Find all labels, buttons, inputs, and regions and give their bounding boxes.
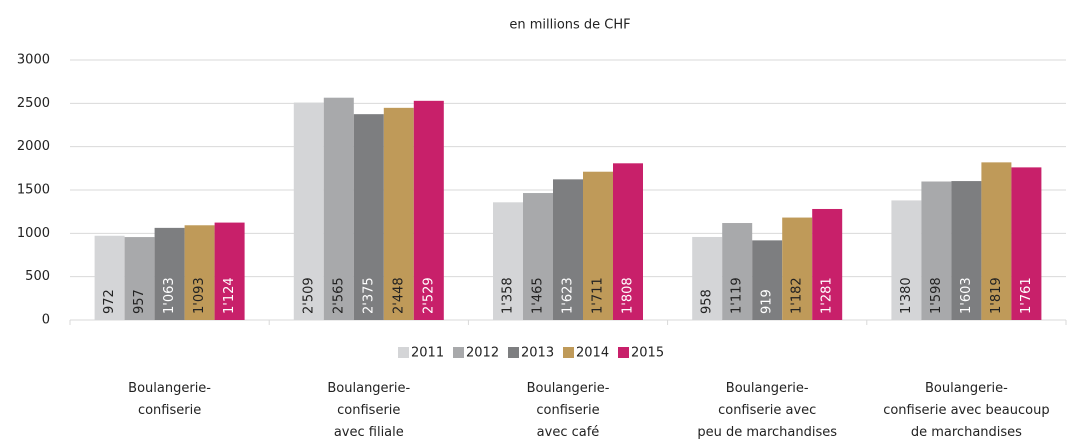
data-label: 2'375: [361, 277, 376, 314]
data-label: 2'565: [331, 277, 346, 314]
x-tick-label-line: avec café: [537, 425, 600, 440]
legend-swatch: [398, 347, 409, 358]
data-label: 958: [700, 289, 715, 314]
legend-label: 2014: [576, 346, 609, 361]
bar: [921, 181, 952, 320]
bar: [413, 100, 444, 320]
legend-label: 2011: [411, 346, 444, 361]
x-tick-label-line: Boulangerie-: [726, 381, 809, 396]
data-label: 1'761: [1019, 277, 1034, 314]
x-tick-label-line: Boulangerie-: [527, 381, 610, 396]
data-label: 1'063: [162, 277, 177, 314]
bar: [523, 193, 553, 320]
bar: [214, 222, 245, 320]
bar: [613, 163, 643, 320]
bar: [124, 237, 155, 320]
bar: [293, 102, 324, 320]
legend-swatch: [453, 347, 464, 358]
bar: [353, 114, 384, 321]
bar: [722, 223, 753, 320]
data-label: 1'119: [730, 277, 745, 314]
bar: [981, 162, 1012, 320]
x-tick-label-line: Boulangerie-: [128, 381, 211, 396]
data-label: 1'182: [790, 277, 805, 314]
x-tick-label-line: avec filiale: [334, 425, 404, 440]
data-label: 2'448: [391, 277, 406, 314]
data-label: 919: [760, 289, 775, 314]
data-label: 1'598: [929, 277, 944, 314]
x-tick-label: Boulangerie-confiserie avec café: [527, 381, 610, 440]
x-tick-label: Boulangerie-confiserie avec peu de marcha…: [697, 381, 837, 440]
data-label: 1'808: [621, 277, 636, 314]
bar: [383, 107, 414, 320]
bar: [154, 227, 185, 320]
x-tick-label-line: Boulangerie-: [327, 381, 410, 396]
bar: [583, 171, 613, 320]
legend-swatch: [563, 347, 574, 358]
bar: [692, 236, 723, 320]
data-label: 1'124: [222, 277, 237, 314]
x-tick-label-line: confiserie avec beaucoup: [883, 403, 1049, 418]
data-label: 2'509: [301, 277, 316, 314]
data-label: 1'711: [591, 277, 606, 314]
data-label: 1'465: [531, 277, 546, 314]
x-tick-label-line: confiserie: [337, 403, 400, 418]
x-tick-label-line: confiserie: [138, 403, 201, 418]
data-label: 1'623: [561, 277, 576, 314]
y-tick-label: 1000: [17, 226, 50, 241]
x-tick-label-line: Boulangerie-: [925, 381, 1008, 396]
x-tick-label-line: confiserie: [536, 403, 599, 418]
legend-swatch: [508, 347, 519, 358]
x-tick-label: Boulangerie-confiserie avec filiale: [327, 381, 410, 440]
chart-subtitle: en millions de CHF: [509, 18, 630, 33]
bar: [752, 240, 783, 320]
y-tick-label: 1500: [17, 183, 50, 198]
y-tick-label: 2000: [17, 139, 50, 154]
y-tick-label: 2500: [17, 96, 50, 111]
data-label: 957: [132, 289, 147, 314]
x-tick-label-line: confiserie avec: [718, 403, 816, 418]
data-label: 1'281: [820, 277, 835, 314]
data-label: 972: [102, 289, 117, 314]
bar: [323, 97, 354, 320]
y-tick-label: 0: [42, 313, 50, 328]
bar: [951, 181, 982, 320]
bar: [782, 217, 813, 320]
bar: [94, 235, 125, 320]
bar: [493, 202, 523, 320]
data-label: 1'358: [501, 277, 516, 314]
data-label: 1'380: [899, 277, 914, 314]
data-label: 1'093: [192, 277, 207, 314]
bar: [184, 225, 215, 320]
legend-label: 2012: [466, 346, 499, 361]
bar: [812, 208, 843, 320]
data-label: 2'529: [421, 277, 436, 314]
x-tick-label: Boulangerie-confiserie avec beaucoup de m…: [883, 381, 1049, 440]
legend-label: 2013: [521, 346, 554, 361]
data-label: 1'603: [959, 277, 974, 314]
x-tick-label: Boulangerie-confiserie: [128, 381, 211, 418]
bar: [1011, 167, 1042, 320]
y-tick-label: 500: [25, 269, 50, 284]
legend-swatch: [618, 347, 629, 358]
bar: [891, 200, 922, 320]
bar: [553, 179, 583, 320]
data-label: 1'819: [989, 277, 1004, 314]
legend-label: 2015: [631, 346, 664, 361]
y-tick-label: 3000: [17, 53, 50, 68]
x-tick-label-line: de marchandises: [911, 425, 1022, 440]
x-tick-label-line: peu de marchandises: [697, 425, 837, 440]
